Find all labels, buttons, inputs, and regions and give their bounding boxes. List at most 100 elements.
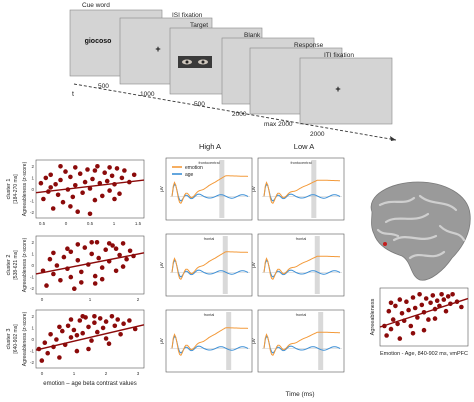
scatter-1-point-17 [80,190,85,195]
scatter-2-point-10 [75,258,81,263]
brain-gyrus-0 [378,196,416,207]
scatter-2-point-25 [124,256,129,262]
scatter-1-point-43 [87,211,93,217]
vmpfc-ylabel: Agreeableness [370,298,376,335]
x-tick-label: 0 [41,297,44,302]
scatter-1-point-32 [117,191,122,196]
erp-panel-r3-c2: frontal µV [251,309,345,373]
fixation-cross: + [335,84,340,94]
x-tick-label: 1 [89,297,92,302]
scatter-2-point-23 [117,252,122,258]
scatter-2-point-19 [103,247,108,252]
scatter-1-point-24 [97,180,103,186]
y-tick-label: 0 [31,337,34,342]
stage-duration: 1000 [140,91,155,98]
significance-band [311,160,317,218]
paradigm-stage-label: Response [294,42,324,49]
scatter-2-point-38 [120,264,126,269]
x-tick-label: 1 [113,221,116,226]
scatter-3-point-31 [132,326,138,332]
scatter-2-point-36 [68,274,74,280]
vmpfc-point-19 [423,296,429,301]
vmpfc-point-14 [412,305,418,311]
scatter-3-point-3 [45,350,50,356]
stage-duration: 500 [98,83,109,90]
scatter-2-point-8 [68,249,74,255]
y-tick-label: -1 [30,199,34,204]
stage-duration: max 2000 [264,121,293,128]
vmpfc-point-12 [408,323,414,329]
paradigm-stage-label: Blank [244,32,261,39]
y-tick-label: -1 [30,349,34,354]
vmpfc-point-6 [395,321,400,327]
erp-panel-r1-c2: frontocentral µV [251,157,345,221]
brain-gyrus-3 [392,234,438,242]
brain-gyrus-4 [438,224,466,242]
scatter-3-point-26 [112,323,118,329]
scatter-3-point-10 [65,323,71,329]
scatter-3-point-20 [95,329,100,335]
scatter-3-point-6 [54,337,59,342]
scatter-frame [35,159,145,219]
vmpfc-point-13 [410,295,416,300]
erp-panel-r2-c2: frontal µV [251,233,345,297]
brain-gyrus-2 [418,194,458,212]
screen-frame [299,57,393,125]
cluster-label: cluster 1 [6,179,12,200]
scatter-1-point-37 [48,185,53,190]
vmpfc-point-10 [404,299,409,305]
scatter-2-point-11 [79,269,84,275]
brain-panel: Agreeableness Emotion - Age, 840-902 ms, … [370,181,471,357]
x-tick-label: 0.5 [39,221,46,226]
scatter-1-point-25 [100,193,105,199]
erp-region-title: frontal [204,237,215,241]
scatter-2-point-16 [94,240,100,245]
scatter-3-point-24 [106,341,112,347]
scatter-2-point-5 [58,278,63,283]
scatter-1-point-16 [77,171,83,176]
brain-surface-icon [370,181,471,281]
paradigm-card-6: ITI fixation +2000 [299,52,393,138]
significance-band [226,312,232,370]
paradigm-panel: Cue word giocoso 500 ISI fixation +1000 Targe… [69,2,397,141]
y-tick-label: 2 [31,240,34,245]
time-axis-label: t [72,91,74,98]
brain-gyrus-6 [376,228,400,238]
scatter-2-point-32 [92,281,98,286]
vmpfc-point-20 [426,317,431,322]
scatter-xlabel: emotion – age beta contrast values [43,381,136,387]
erp-trace-emotion [171,175,249,205]
stimulus-word: giocoso [85,38,112,45]
scatter-2-point-29 [89,240,94,245]
vmpfc-point-36 [421,327,427,333]
erp-region-title: frontal [296,237,307,241]
scatter-3-point-4 [48,332,53,337]
scatter-1-point-7 [55,192,61,198]
x-tick-label: 1 [73,371,76,376]
scatter-ylabel: Agreeableness (z-score) [22,237,28,292]
vmpfc-marker-icon [383,242,387,246]
vmpfc-point-11 [406,307,411,313]
scatter-3-point-25 [109,314,115,319]
scatter-1-point-40 [107,165,112,170]
scatter-1-point-14 [73,183,78,188]
vmpfc-point-37 [432,316,438,321]
scatter-1-point-42 [58,164,63,169]
brain-render [370,181,471,281]
scatter-1-point-21 [90,176,95,182]
cluster-label: cluster 3 [6,329,12,350]
erp-panel-r3-c1: frontal µV [159,309,253,373]
scatter-3-point-22 [100,325,106,331]
scatter-2-fit-line [35,252,145,275]
erp-title-low-a: Low A [294,142,314,151]
eyes-photo [178,56,212,68]
erp-ylabel: µV [251,186,256,192]
scatter-1-point-19 [85,167,90,172]
vmpfc-point-4 [390,317,396,322]
scatter-3-point-2 [42,340,48,346]
scatter-panel-3: 2 1 0 -1 -2 0 1 2 3 cluster 3 [640-902 ms] Agreeabl… [6,309,145,387]
significance-band [222,236,228,294]
scatter-3-point-21 [97,316,103,321]
vmpfc-point-2 [386,308,392,314]
